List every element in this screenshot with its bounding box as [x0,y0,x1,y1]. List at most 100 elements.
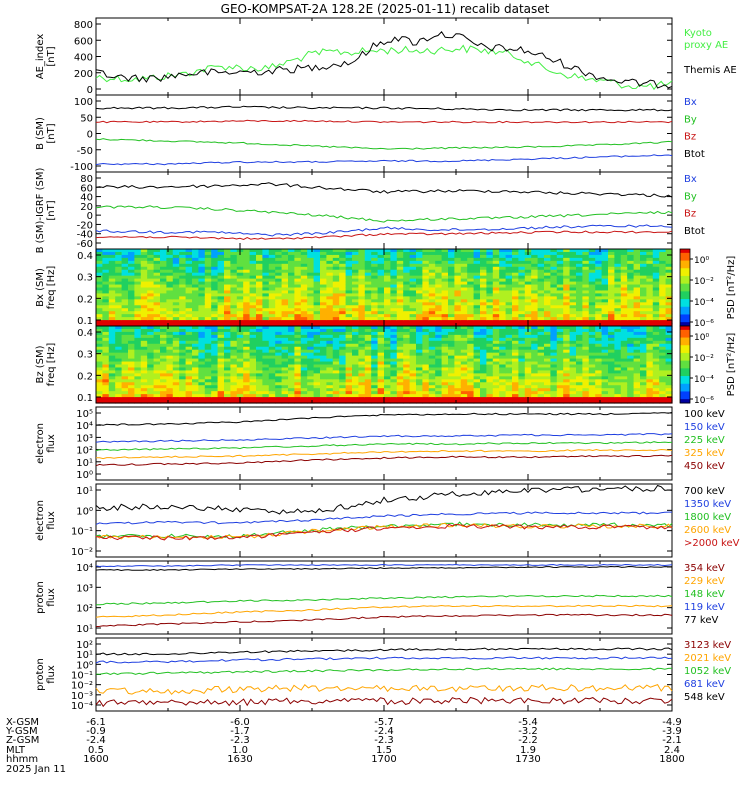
spectrogram-cell [364,254,372,259]
spectrogram-cell [537,328,545,333]
spectrogram-cell [608,249,615,253]
colorbar-segment [680,381,690,385]
spectrogram-cell [435,296,443,300]
spectrogram-cell [128,391,135,395]
spectrogram-cell [576,296,583,300]
spectrogram-cell [172,257,180,262]
spectrogram-cell [384,302,391,306]
spectrogram-cell [467,373,475,377]
spectrogram-cell [480,352,487,357]
spectrogram-cell [556,334,564,339]
spectrogram-cell [249,334,257,339]
spectrogram-cell [614,400,622,404]
colorbar-segment [680,272,690,275]
spectrogram-cell [288,281,295,286]
spectrogram-cell [140,361,148,366]
spectrogram-cell [544,269,551,274]
spectrogram-cell [537,281,545,286]
spectrogram-cell [614,254,622,259]
spectrogram-cell [185,284,193,289]
spectrogram-cell [595,328,603,333]
spectrogram-cell [467,320,475,324]
spectrogram-cell [614,308,622,312]
spectrogram-cell [313,320,321,324]
spectrogram-cell [608,314,615,318]
spectrogram-cell [492,290,500,295]
spectrogram-cell [294,391,302,395]
spectrogram-cell [550,314,558,318]
spectrogram-cell [243,391,251,395]
spectrogram-cell [473,284,481,289]
spectrogram-cell [307,296,315,300]
spectrogram-cell [275,379,283,383]
spectrogram-cell [371,305,379,309]
spectrogram-cell [595,355,603,360]
spectrogram-cell [358,314,366,318]
spectrogram-cell [428,323,436,327]
spectrogram-cell [147,323,155,327]
spectrogram-cell [627,373,635,377]
spectrogram-cell [531,249,539,253]
spectrogram-cell [371,373,379,377]
spectrogram-cell [467,382,475,386]
spectrogram-cell [364,284,372,289]
spectrogram-cell [627,257,635,262]
y-tick-label: 80 [80,174,93,185]
spectrogram-cell [486,388,494,392]
spectrogram-cell [486,346,494,351]
spectrogram-cell [480,317,487,321]
spectrogram-cell [396,358,404,363]
spectrogram-cell [473,400,481,404]
spectrogram-cell [409,355,417,360]
spectrogram-cell [537,296,545,300]
spectrogram-cell [576,311,583,315]
spectrogram-cell [652,400,660,404]
spectrogram-cell [473,266,481,271]
spectrogram-cell [166,320,174,324]
spectrogram-cell [204,320,212,324]
spectrogram-cell [620,287,628,292]
trace-btot [95,105,673,112]
spectrogram-cell [102,266,110,271]
spectrogram-cell [531,287,539,292]
spectrogram-cell [115,266,123,271]
spectrogram-cell [620,257,628,262]
spectrogram-cell [633,317,641,321]
spectrogram-cell [128,305,135,309]
colorbar-segment [680,358,690,362]
spectrogram-cell [416,358,423,363]
spectrogram-cell [652,388,660,392]
spectrogram-cell [236,331,244,336]
spectrogram-cell [230,290,238,295]
spectrogram-cell [403,358,411,363]
spectrogram-cell [358,346,366,351]
spectrogram-cell [524,370,532,374]
spectrogram-cell [396,376,404,380]
colorbar-segment [680,354,690,358]
spectrogram-cell [608,293,615,297]
spectrogram-cell [121,260,129,265]
spectrogram-cell [396,400,404,404]
spectrogram-cell [627,249,635,253]
spectrogram-cell [422,281,430,286]
spectrogram-cell [128,269,135,274]
spectrogram-cell [140,293,148,297]
spectrogram-cell [441,385,449,389]
spectrogram-cell [166,257,174,262]
spectrogram-cell [512,382,519,386]
spectrogram-cell [492,385,500,389]
spectrogram-cell [563,337,571,342]
spectrogram-cell [192,382,199,386]
spectrogram-cell [96,379,103,383]
spectrogram-cell [665,323,673,327]
spectrogram-cell [377,278,385,283]
spectrogram-cell [268,340,276,345]
spectrogram-cell [147,361,155,366]
spectrogram-cell [627,296,635,300]
spectrogram-cell [435,260,443,265]
spectrogram-cell [640,275,647,280]
spectrogram-cell [96,400,103,404]
spectrogram-cell [403,308,411,312]
legend-label: Bz [684,132,696,143]
spectrogram-cell [140,260,148,265]
